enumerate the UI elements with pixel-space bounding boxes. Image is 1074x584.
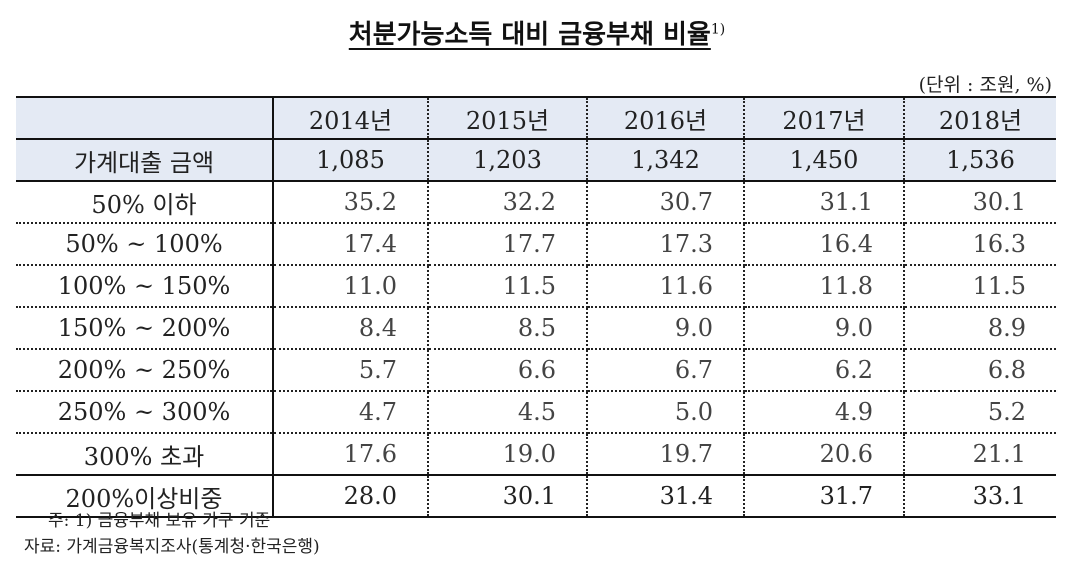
cell: 6.8 [904, 349, 1056, 392]
table-row: 300% 초과 17.6 19.0 19.7 20.6 21.1 [16, 433, 1056, 476]
cell: 19.7 [587, 433, 745, 476]
cell: 20.6 [744, 433, 905, 476]
table-row: 250% ~ 300% 4.7 4.5 5.0 4.9 5.2 [16, 391, 1056, 434]
table-row: 100% ~ 150% 11.0 11.5 11.6 11.8 11.5 [16, 265, 1056, 308]
row-label: 200%이상비중 [16, 475, 274, 518]
cell: 31.1 [744, 181, 905, 224]
cell: 33.1 [904, 475, 1056, 518]
header-row: 2014년 2015년 2016년 2017년 2018년 [16, 96, 1056, 140]
cell: 16.4 [744, 223, 905, 266]
cell: 17.3 [587, 223, 745, 266]
cell: 19.0 [428, 433, 588, 476]
loan-amount-row: 가계대출 금액 1,085 1,203 1,342 1,450 1,536 [16, 139, 1056, 182]
cell: 5.0 [587, 391, 745, 434]
cell: 5.2 [904, 391, 1056, 434]
title-footnote-mark: 1) [710, 21, 726, 38]
cell: 11.5 [428, 265, 588, 308]
header-cell-2018: 2018년 [904, 96, 1056, 140]
table-row: 50% ~ 100% 17.4 17.7 17.3 16.4 16.3 [16, 223, 1056, 266]
cell: 11.8 [744, 265, 905, 308]
cell: 30.7 [587, 181, 745, 224]
row-label: 100% ~ 150% [16, 265, 274, 308]
header-cell-2014: 2014년 [273, 96, 429, 140]
cell: 11.6 [587, 265, 745, 308]
table-row: 50% 이하 35.2 32.2 30.7 31.1 30.1 [16, 181, 1056, 224]
cell: 31.4 [587, 475, 745, 518]
row-label: 150% ~ 200% [16, 307, 274, 350]
cell: 8.5 [428, 307, 588, 350]
cell: 6.6 [428, 349, 588, 392]
cell: 6.2 [744, 349, 905, 392]
cell: 1,342 [587, 139, 745, 182]
cell: 1,085 [273, 139, 429, 182]
cell: 4.7 [273, 391, 429, 434]
cell: 1,450 [744, 139, 905, 182]
header-cell-2015: 2015년 [428, 96, 588, 140]
header-cell-2016: 2016년 [587, 96, 745, 140]
cell: 6.7 [587, 349, 745, 392]
cell: 9.0 [587, 307, 745, 350]
cell: 1,536 [904, 139, 1056, 182]
cell: 9.0 [744, 307, 905, 350]
cell: 11.5 [904, 265, 1056, 308]
cell: 17.4 [273, 223, 429, 266]
cell: 8.4 [273, 307, 429, 350]
cell: 8.9 [904, 307, 1056, 350]
header-cell-empty [16, 96, 274, 140]
cell: 17.7 [428, 223, 588, 266]
cell: 31.7 [744, 475, 905, 518]
table-title: 처분가능소득 대비 금융부채 비율1) [0, 14, 1074, 51]
cell: 4.5 [428, 391, 588, 434]
cell: 11.0 [273, 265, 429, 308]
row-label: 300% 초과 [16, 433, 274, 476]
row-label: 200% ~ 250% [16, 349, 274, 392]
debt-ratio-table: 2014년 2015년 2016년 2017년 2018년 가계대출 금액 1,… [16, 96, 1056, 518]
cell: 21.1 [904, 433, 1056, 476]
cell: 1,203 [428, 139, 588, 182]
source-note: 자료: 가계금융복지조사(통계청·한국은행) [24, 537, 320, 557]
cell: 16.3 [904, 223, 1056, 266]
cell: 5.7 [273, 349, 429, 392]
table-row: 150% ~ 200% 8.4 8.5 9.0 9.0 8.9 [16, 307, 1056, 350]
summary-row: 200%이상비중 28.0 30.1 31.4 31.7 33.1 [16, 475, 1056, 518]
header-cell-2017: 2017년 [744, 96, 905, 140]
row-label: 50% 이하 [16, 181, 274, 224]
cell: 35.2 [273, 181, 429, 224]
row-label: 50% ~ 100% [16, 223, 274, 266]
unit-label: (단위 : 조원, %) [918, 74, 1052, 96]
cell: 30.1 [428, 475, 588, 518]
row-label: 250% ~ 300% [16, 391, 274, 434]
cell: 30.1 [904, 181, 1056, 224]
cell: 28.0 [273, 475, 429, 518]
cell: 4.9 [744, 391, 905, 434]
table-row: 200% ~ 250% 5.7 6.6 6.7 6.2 6.8 [16, 349, 1056, 392]
title-text: 처분가능소득 대비 금융부채 비율 [348, 20, 711, 50]
cell: 17.6 [273, 433, 429, 476]
cell: 32.2 [428, 181, 588, 224]
row-label: 가계대출 금액 [16, 139, 274, 182]
footnote: 주: 1) 금융부채 보유 가구 기준 [48, 511, 271, 531]
table-notes: 주: 1) 금융부채 보유 가구 기준 자료: 가계금융복지조사(통계청·한국은… [24, 508, 320, 560]
